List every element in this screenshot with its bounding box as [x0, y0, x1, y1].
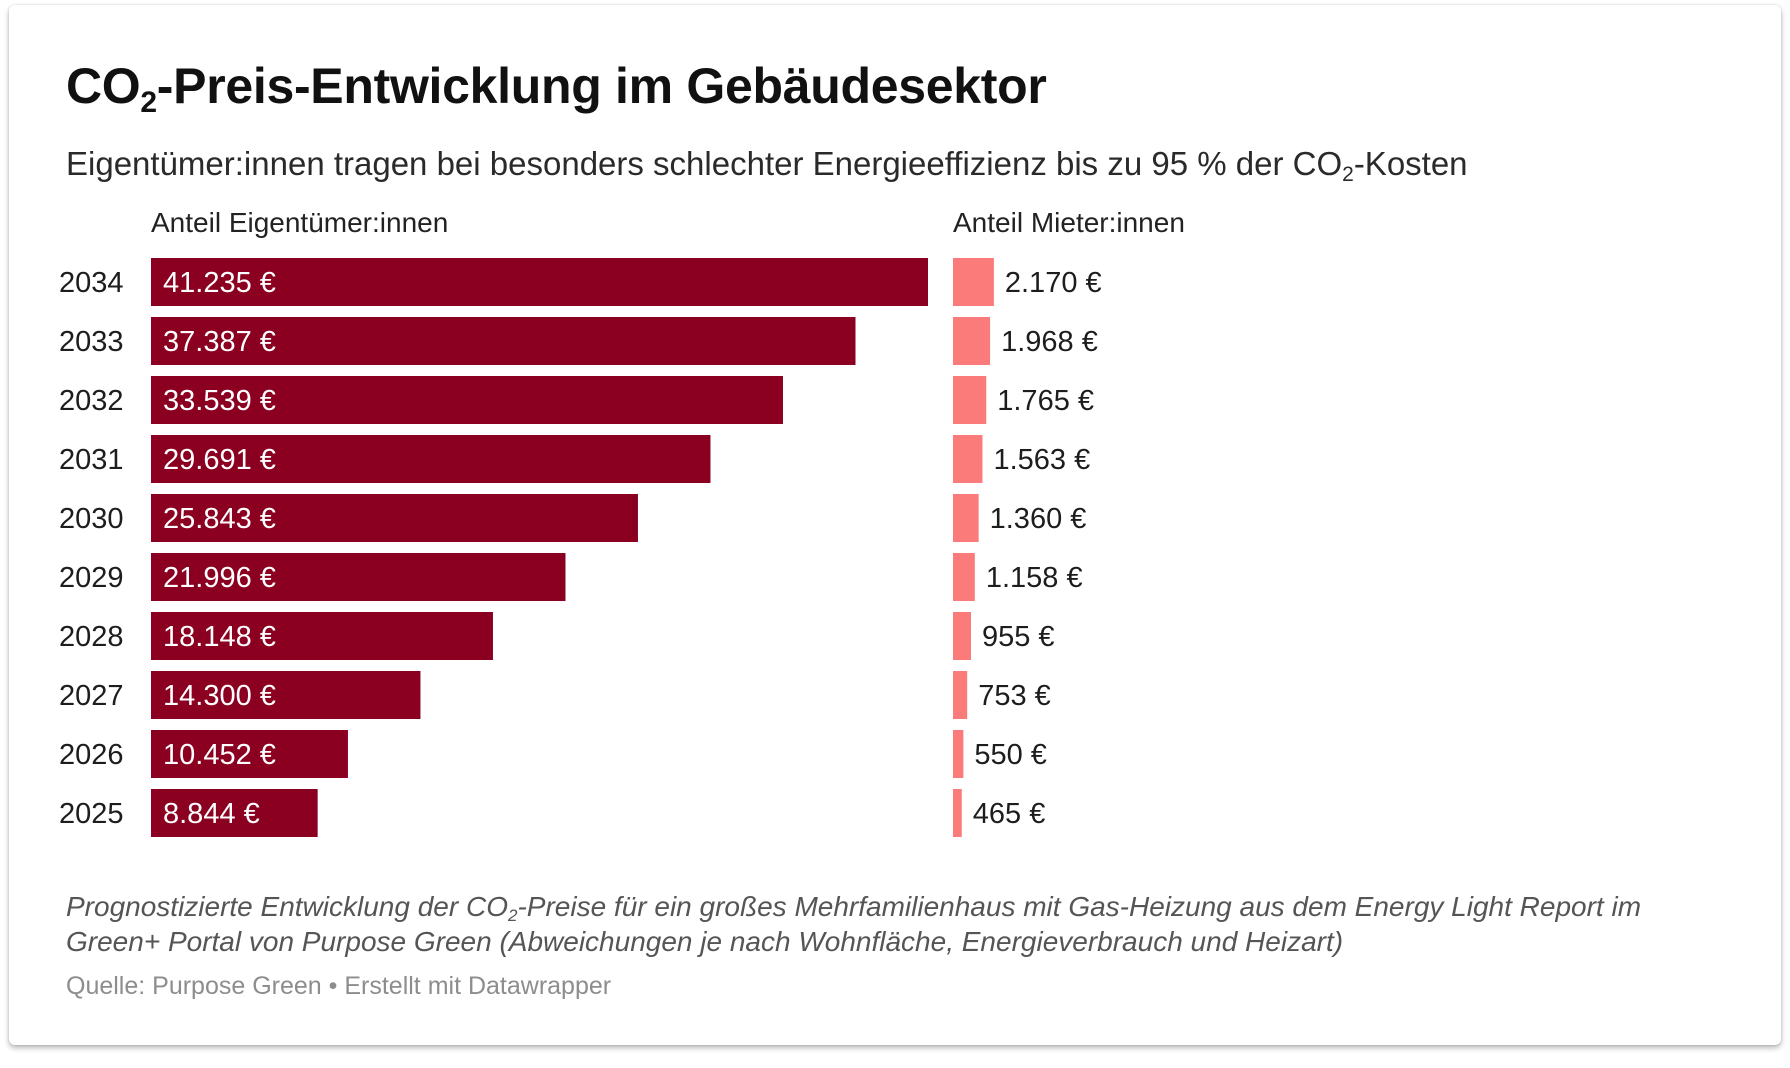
tenant-bar: [953, 730, 964, 778]
owner-bar-label: 29.691 €: [163, 444, 276, 476]
chart-card: CO2-Preis-Entwicklung im Gebäudesektor E…: [9, 5, 1781, 1045]
year-label: 2025: [59, 798, 124, 830]
column-header-owners: Anteil Eigentümer:innen: [151, 207, 448, 238]
tenant-bar: [953, 789, 962, 837]
tenant-bar-label: 2.170 €: [1005, 267, 1102, 299]
year-label: 2033: [59, 326, 124, 358]
tenant-bar-label: 955 €: [982, 621, 1055, 653]
chart-title: CO2-Preis-Entwicklung im Gebäudesektor: [66, 58, 1047, 119]
tenant-bar-label: 1.563 €: [993, 444, 1090, 476]
chart-notes: Prognostizierte Entwicklung der CO2-Prei…: [66, 891, 1642, 957]
owner-bar: [151, 730, 348, 778]
owner-bar: [151, 494, 638, 542]
tenant-bar-label: 1.158 €: [986, 562, 1083, 594]
tenant-bar-label: 465 €: [973, 798, 1046, 830]
owner-bar: [151, 553, 566, 601]
owner-bar-label: 14.300 €: [163, 680, 276, 712]
tenant-bar: [953, 258, 994, 306]
owner-bar: [151, 317, 856, 365]
year-label: 2034: [59, 267, 124, 299]
year-label: 2029: [59, 562, 124, 594]
owner-bar-label: 21.996 €: [163, 562, 276, 594]
bar-chart: Anteil Eigentümer:innen Anteil Mieter:inn…: [59, 207, 1185, 837]
owner-bar-label: 37.387 €: [163, 326, 276, 358]
owner-bar-label: 33.539 €: [163, 385, 276, 417]
year-label: 2028: [59, 621, 124, 653]
tenant-bar: [953, 317, 991, 365]
year-label: 2026: [59, 739, 124, 771]
tenant-bar: [953, 553, 975, 601]
year-label: 2032: [59, 385, 124, 417]
year-label: 2027: [59, 680, 124, 712]
tenant-bar: [953, 671, 968, 719]
tenant-bar-label: 1.360 €: [990, 503, 1087, 535]
owner-bar: [151, 435, 711, 483]
tenant-bar: [953, 494, 979, 542]
column-header-tenants: Anteil Mieter:innen: [953, 207, 1185, 238]
chart-source: Quelle: Purpose Green • Erstellt mit Dat…: [66, 972, 612, 1000]
tenant-bar-label: 1.765 €: [997, 385, 1094, 417]
tenant-bar: [953, 435, 983, 483]
owner-bar-label: 10.452 €: [163, 739, 276, 771]
owner-bar: [151, 789, 318, 837]
year-label: 2030: [59, 503, 124, 535]
owner-bar-label: 18.148 €: [163, 621, 276, 653]
year-label: 2031: [59, 444, 124, 476]
owner-bar-label: 8.844 €: [163, 798, 260, 830]
owner-bar-label: 41.235 €: [163, 267, 276, 299]
tenant-bar-label: 753 €: [978, 680, 1051, 712]
tenant-bar-label: 1.968 €: [1001, 326, 1098, 358]
owner-bar: [151, 376, 783, 424]
tenant-bar: [953, 376, 987, 424]
tenant-bar-label: 550 €: [974, 739, 1047, 771]
owner-bar: [151, 258, 928, 306]
chart-subtitle: Eigentümer:innen tragen bei besonders sc…: [66, 145, 1468, 186]
tenant-bar: [953, 612, 971, 660]
owner-bar-label: 25.843 €: [163, 503, 276, 535]
owner-bar: [151, 671, 421, 719]
owner-bar: [151, 612, 493, 660]
